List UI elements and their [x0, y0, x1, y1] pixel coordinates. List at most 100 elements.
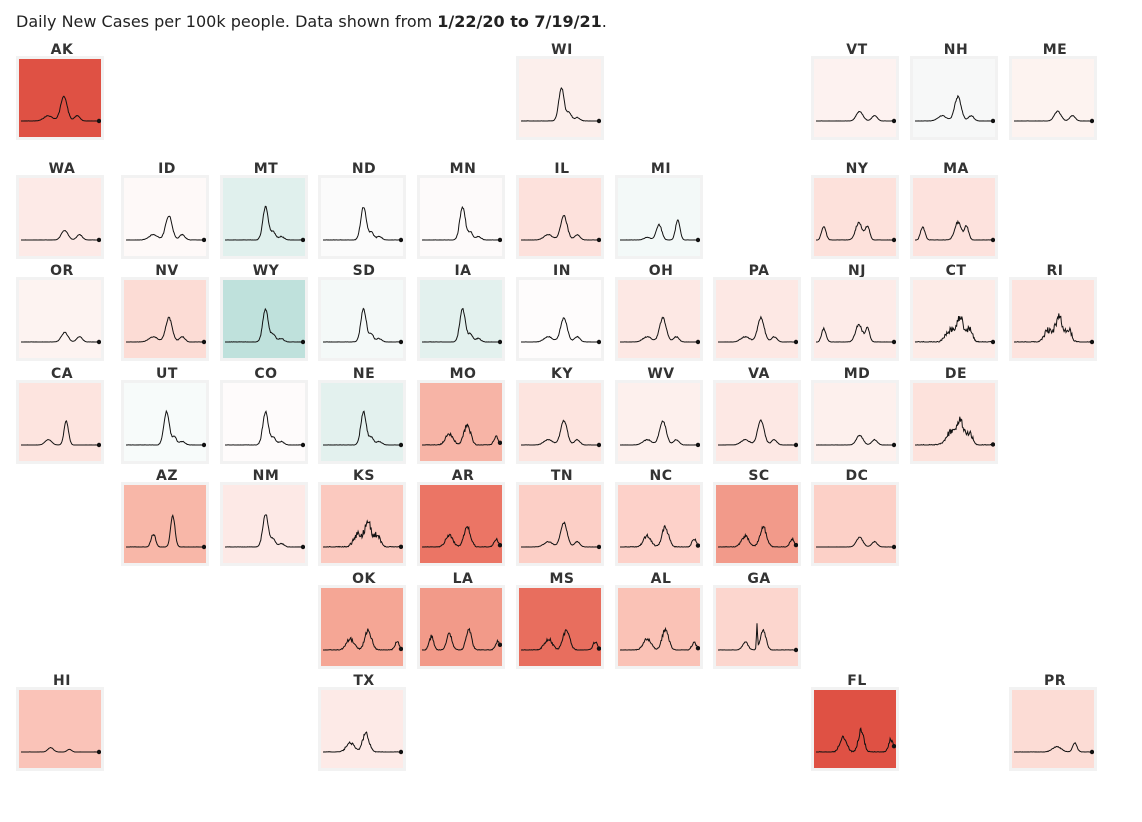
case-trend-line	[521, 214, 599, 241]
state-label: KY	[551, 366, 573, 382]
latest-value-dot	[300, 442, 305, 448]
state-label: MN	[449, 161, 477, 177]
tile-background	[811, 687, 899, 771]
latest-value-dot	[201, 544, 206, 550]
state-label: MT	[253, 161, 279, 177]
sparkline-chart	[126, 215, 206, 243]
sparkline-chart	[21, 95, 101, 124]
latest-value-dot	[96, 339, 101, 345]
state-label: CO	[254, 366, 278, 382]
state-label: AL	[650, 571, 672, 587]
sparkline-chart	[126, 409, 206, 448]
state-tile-mt: MT	[220, 161, 312, 269]
end-date: 7/19/21	[534, 12, 602, 31]
state-tile-nh: NH	[910, 42, 1002, 150]
state-tile-nd: ND	[318, 161, 410, 269]
state-tile-nj: NJ	[811, 263, 903, 371]
tile-background	[516, 277, 604, 361]
state-label: NH	[943, 42, 969, 58]
latest-value-dot	[497, 440, 502, 445]
state-label: CT	[945, 263, 967, 279]
state-tile-nm: NM	[220, 468, 312, 576]
state-label: OK	[352, 571, 376, 587]
case-trend-line	[620, 420, 699, 446]
case-trend-line	[718, 419, 796, 446]
latest-value-dot	[596, 544, 601, 550]
tile-background	[417, 277, 505, 361]
latest-value-dot	[398, 442, 403, 448]
case-trend-line	[521, 86, 599, 122]
case-trend-line	[126, 409, 205, 446]
state-label: NY	[845, 161, 869, 177]
state-label: ID	[158, 161, 176, 177]
latest-value-dot	[96, 442, 101, 448]
tile-background	[1009, 56, 1097, 140]
sparkline-chart	[421, 627, 502, 651]
state-label: DC	[845, 468, 869, 484]
state-label: PA	[748, 263, 770, 279]
state-label: MA	[943, 161, 969, 177]
case-trend-line	[21, 746, 99, 753]
state-label: AZ	[156, 468, 178, 484]
state-tile-pa: PA	[713, 263, 805, 371]
sparkline-chart	[1014, 313, 1094, 345]
sparkline-chart	[323, 731, 403, 755]
sparkline-chart	[718, 623, 798, 653]
sparkline-chart	[620, 420, 700, 448]
state-label: DE	[944, 366, 968, 382]
state-tile-tx: TX	[318, 673, 410, 781]
case-trend-line	[421, 627, 501, 651]
latest-value-dot	[891, 744, 896, 749]
case-trend-line	[422, 423, 501, 446]
state-tile-vt: VT	[811, 42, 903, 150]
tile-background	[811, 482, 899, 566]
case-trend-line	[422, 307, 501, 343]
sparkline-chart	[225, 514, 305, 550]
tile-background	[318, 277, 406, 361]
latest-value-dot	[300, 544, 305, 550]
latest-value-dot	[695, 543, 700, 548]
tile-background	[318, 687, 406, 771]
state-label: GA	[747, 571, 771, 587]
sparkline-chart	[323, 207, 403, 243]
latest-value-dot	[201, 237, 206, 243]
tile-background	[615, 380, 703, 464]
sparkline-chart	[225, 205, 305, 243]
tile-background	[615, 175, 703, 259]
sparkline-chart	[21, 229, 101, 243]
state-tile-wa: WA	[16, 161, 108, 269]
sparkline-chart	[521, 317, 601, 345]
state-label: MS	[549, 571, 575, 587]
state-tile-co: CO	[220, 366, 312, 474]
tile-background	[713, 380, 801, 464]
state-label: CA	[50, 366, 74, 382]
state-tile-ut: UT	[121, 366, 213, 474]
case-trend-line	[816, 727, 895, 753]
sparkline-chart	[816, 221, 896, 243]
state-tile-or: OR	[16, 263, 108, 371]
state-tile-hi: HI	[16, 673, 108, 781]
latest-value-dot	[398, 339, 403, 345]
state-label: WA	[48, 161, 76, 177]
sparkline-chart	[521, 86, 601, 124]
latest-value-dot	[497, 543, 502, 548]
case-trend-line	[323, 628, 402, 651]
sparkline-chart	[620, 524, 700, 548]
latest-value-dot	[201, 442, 206, 448]
latest-value-dot	[891, 237, 896, 243]
state-tile-mn: MN	[417, 161, 509, 269]
state-tile-oh: OH	[615, 263, 707, 371]
state-tile-ks: KS	[318, 468, 410, 576]
sparkline-chart	[915, 416, 995, 447]
sparkline-chart	[521, 214, 601, 243]
state-tile-ky: KY	[516, 366, 608, 474]
sparkline-chart	[21, 331, 101, 345]
case-trend-line	[521, 521, 600, 548]
tile-background	[121, 482, 209, 566]
state-label: HI	[53, 673, 71, 689]
state-label: VT	[846, 42, 868, 58]
tile-background	[16, 687, 104, 771]
latest-value-dot	[497, 237, 502, 243]
sparkline-chart	[816, 536, 896, 550]
latest-value-dot	[300, 339, 305, 345]
